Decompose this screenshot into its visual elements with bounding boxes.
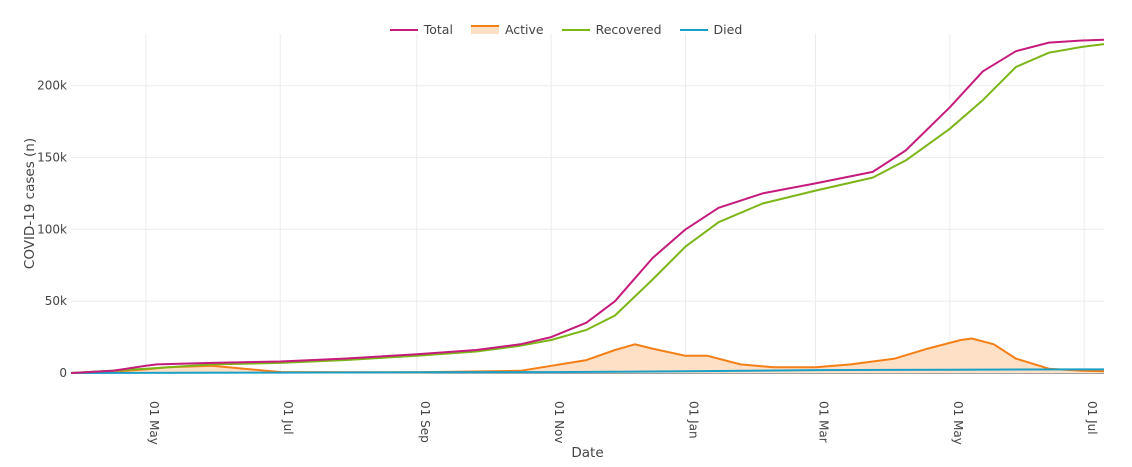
x-tick-label: 01 Nov bbox=[552, 401, 566, 444]
chart-legend: Total Active Recovered Died bbox=[0, 22, 1132, 37]
y-tick-label: 150k bbox=[37, 151, 67, 165]
legend-swatch bbox=[470, 25, 499, 34]
legend-label: Active bbox=[504, 22, 544, 37]
series-layer bbox=[70, 38, 1105, 374]
series-line-active bbox=[70, 337, 1105, 374]
legend-item-active[interactable]: Active bbox=[470, 22, 544, 37]
y-tick-label: 200k bbox=[37, 79, 67, 93]
legend-item-died[interactable]: Died bbox=[679, 22, 743, 37]
x-tick-label: 01 Jul bbox=[281, 401, 295, 435]
legend-swatch bbox=[679, 28, 708, 31]
y-tick-label: 0 bbox=[59, 366, 67, 380]
legend-label: Died bbox=[713, 22, 743, 37]
grid-layer bbox=[71, 34, 1104, 374]
x-tick-label: 01 May bbox=[147, 401, 161, 445]
x-axis-title: Date bbox=[571, 445, 603, 461]
legend-item-total[interactable]: Total bbox=[389, 22, 453, 37]
y-tick-label: 50k bbox=[45, 294, 67, 308]
series-line-died bbox=[70, 368, 1104, 374]
x-tick-label: 01 May bbox=[951, 401, 965, 445]
series-line-total bbox=[70, 38, 1105, 374]
x-tick-label: 01 Jan bbox=[687, 401, 701, 439]
x-tick-label: 01 Mar bbox=[816, 401, 830, 443]
axis-layer: 0 50k 100k 150k 200k 01 May 01 Jul 01 Sep 01 Nov… bbox=[22, 79, 1099, 461]
y-tick-label: 100k bbox=[37, 222, 67, 236]
x-tick-label: 01 Sep bbox=[418, 401, 432, 443]
legend-swatch bbox=[561, 28, 590, 31]
legend-swatch bbox=[389, 28, 418, 31]
x-tick-label: 01 Jul bbox=[1085, 401, 1099, 435]
series-line-recovered bbox=[70, 43, 1105, 374]
legend-label: Recovered bbox=[595, 22, 662, 37]
y-axis-title: COVID-19 cases (n) bbox=[22, 138, 38, 269]
legend-item-recovered[interactable]: Recovered bbox=[561, 22, 662, 37]
legend-label: Total bbox=[423, 22, 453, 37]
